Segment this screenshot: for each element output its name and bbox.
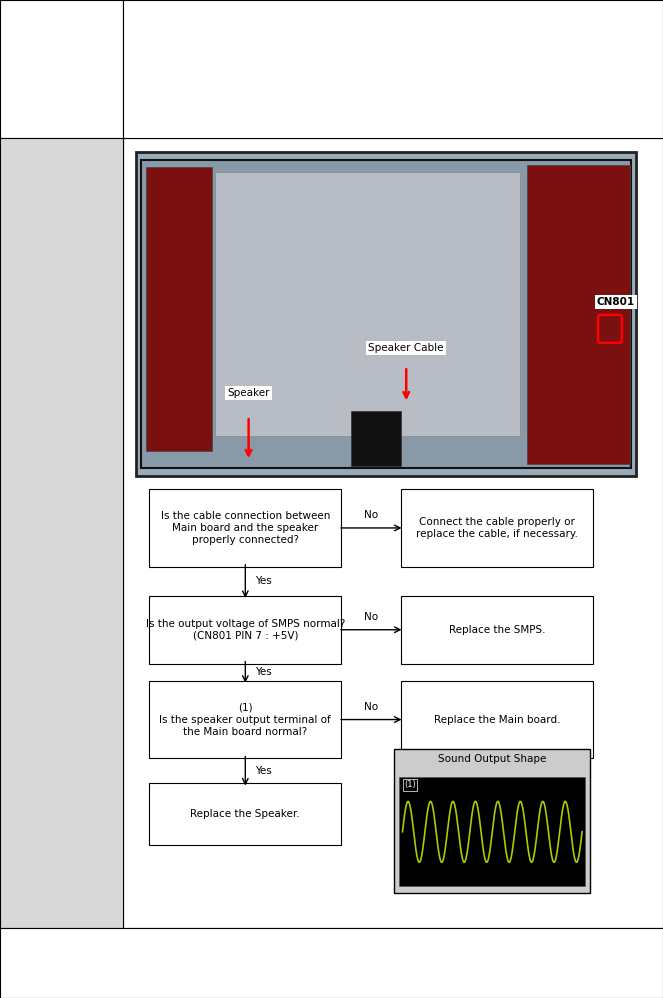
Text: Is the output voltage of SMPS normal?
(CN801 PIN 7 : +5V): Is the output voltage of SMPS normal? (C… — [146, 619, 345, 641]
Text: (1)
Is the speaker output terminal of
the Main board normal?: (1) Is the speaker output terminal of th… — [159, 703, 332, 737]
FancyBboxPatch shape — [141, 160, 631, 468]
Text: Connect the cable properly or
replace the cable, if necessary.: Connect the cable properly or replace th… — [416, 517, 578, 539]
FancyBboxPatch shape — [123, 0, 663, 138]
FancyBboxPatch shape — [527, 165, 630, 464]
FancyBboxPatch shape — [0, 138, 123, 928]
FancyBboxPatch shape — [146, 167, 212, 451]
Text: No: No — [364, 510, 379, 520]
FancyBboxPatch shape — [149, 489, 341, 567]
Text: CN801: CN801 — [597, 296, 635, 307]
Text: Replace the Main board.: Replace the Main board. — [434, 715, 560, 725]
Text: Speaker: Speaker — [227, 388, 270, 398]
Text: Sound Output Shape: Sound Output Shape — [438, 754, 546, 764]
Text: Speaker Cable: Speaker Cable — [369, 343, 444, 353]
FancyBboxPatch shape — [399, 777, 585, 886]
FancyBboxPatch shape — [149, 681, 341, 758]
FancyBboxPatch shape — [149, 783, 341, 845]
FancyBboxPatch shape — [0, 0, 123, 138]
Text: Yes: Yes — [255, 765, 272, 776]
FancyBboxPatch shape — [394, 748, 590, 893]
Text: Yes: Yes — [255, 667, 272, 678]
Text: (1): (1) — [404, 780, 416, 789]
Text: No: No — [364, 702, 379, 712]
Text: Replace the Speaker.: Replace the Speaker. — [190, 809, 300, 819]
Text: Is the cable connection between
Main board and the speaker
properly connected?: Is the cable connection between Main boa… — [160, 511, 330, 545]
FancyBboxPatch shape — [401, 489, 593, 567]
Text: Yes: Yes — [255, 576, 272, 587]
Text: Replace the SMPS.: Replace the SMPS. — [449, 625, 546, 635]
FancyBboxPatch shape — [149, 596, 341, 664]
FancyBboxPatch shape — [0, 928, 663, 998]
FancyBboxPatch shape — [215, 172, 520, 436]
Text: No: No — [364, 612, 379, 622]
FancyBboxPatch shape — [401, 596, 593, 664]
FancyBboxPatch shape — [136, 152, 636, 476]
FancyBboxPatch shape — [401, 681, 593, 758]
FancyBboxPatch shape — [123, 138, 663, 928]
FancyBboxPatch shape — [351, 411, 401, 466]
